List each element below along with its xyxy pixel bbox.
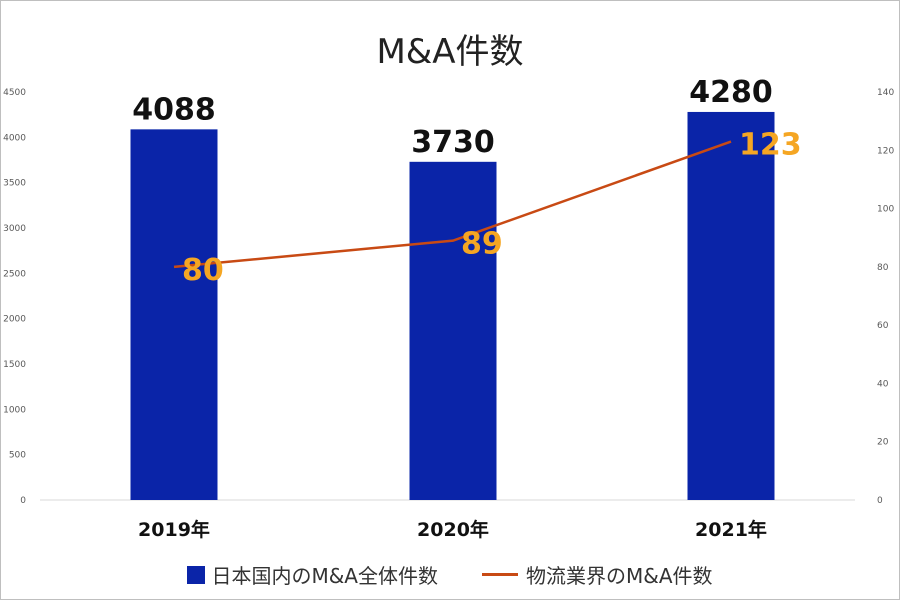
bar-data-label: 4280 — [689, 75, 773, 110]
y-right-tick-label: 140 — [877, 88, 894, 98]
y-left-tick-label: 4500 — [3, 88, 26, 98]
line-data-label: 89 — [461, 227, 503, 262]
y-left-tick-label: 1500 — [3, 360, 26, 370]
legend-bar-label: 日本国内のM&A全体件数 — [211, 564, 438, 588]
legend-item-line: 物流業界のM&A件数 — [482, 560, 713, 589]
line-data-label: 80 — [182, 253, 224, 288]
y-right-tick-label: 100 — [877, 205, 894, 215]
y-left-tick-label: 3000 — [3, 224, 26, 234]
y-left-tick-label: 500 — [9, 451, 26, 461]
y-right-tick-label: 60 — [877, 321, 889, 331]
x-tick-label: 2020年 — [417, 518, 489, 541]
y-left-tick-label: 3500 — [3, 179, 26, 189]
y-right-tick-label: 40 — [877, 379, 889, 389]
x-tick-label: 2021年 — [695, 518, 767, 541]
line-data-label: 123 — [739, 128, 802, 163]
y-left-tick-label: 4000 — [3, 133, 26, 143]
y-right-tick-label: 0 — [877, 496, 883, 506]
legend-item-bar: 日本国内のM&A全体件数 — [187, 560, 438, 589]
legend-bar-swatch-icon — [187, 565, 206, 584]
bar — [409, 161, 497, 500]
legend-line-label: 物流業界のM&A件数 — [526, 564, 713, 588]
bar-data-label: 4088 — [132, 92, 216, 127]
chart-title: M&A件数 — [376, 32, 524, 72]
y-right-tick-label: 20 — [877, 438, 889, 448]
bar-data-label: 3730 — [411, 125, 495, 160]
y-left-tick-label: 2500 — [3, 269, 26, 279]
bar — [687, 111, 775, 501]
legend: 日本国内のM&A全体件数 物流業界のM&A件数 — [0, 560, 900, 589]
y-left-tick-label: 1000 — [3, 405, 26, 415]
bar — [130, 129, 218, 500]
y-left-tick-label: 2000 — [3, 315, 26, 325]
x-tick-label: 2019年 — [138, 518, 210, 541]
y-left-tick-label: 0 — [20, 496, 26, 506]
y-right-tick-label: 80 — [877, 263, 889, 273]
legend-line-swatch-icon — [482, 573, 518, 576]
y-right-tick-label: 120 — [877, 146, 894, 156]
